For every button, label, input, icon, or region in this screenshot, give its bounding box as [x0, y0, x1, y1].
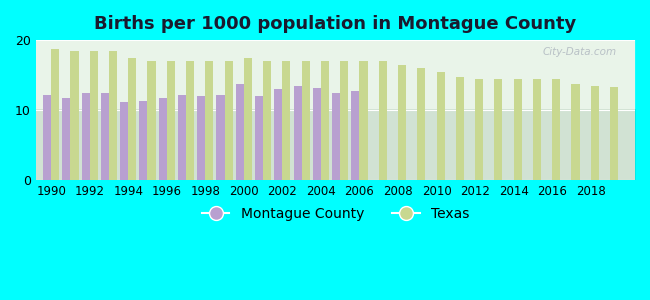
Bar — [274, 89, 282, 180]
Bar — [294, 85, 302, 180]
Bar — [109, 51, 117, 180]
Bar — [90, 51, 97, 180]
Bar — [197, 96, 205, 180]
Bar — [321, 61, 329, 180]
Bar — [216, 95, 224, 180]
Bar — [178, 95, 186, 180]
Bar — [186, 61, 194, 180]
Bar — [437, 72, 445, 180]
Bar — [332, 93, 340, 180]
Bar — [514, 79, 522, 180]
Bar — [101, 93, 109, 180]
Bar — [475, 79, 483, 180]
Bar — [70, 51, 79, 180]
Bar — [244, 58, 252, 180]
Bar — [255, 96, 263, 180]
Bar — [159, 98, 167, 180]
Bar — [205, 61, 213, 180]
Bar — [224, 61, 233, 180]
Bar — [340, 61, 348, 180]
Text: City-Data.com: City-Data.com — [543, 47, 617, 57]
Bar — [571, 83, 580, 180]
Bar — [263, 61, 271, 180]
Bar — [352, 91, 359, 180]
Bar — [148, 61, 155, 180]
Bar — [139, 101, 148, 180]
Bar — [610, 87, 618, 180]
Bar — [417, 68, 425, 180]
Bar — [236, 83, 244, 180]
Bar — [398, 64, 406, 180]
Bar — [533, 79, 541, 180]
Bar — [128, 58, 136, 180]
Bar — [379, 61, 387, 180]
Bar — [82, 93, 90, 180]
Bar — [120, 102, 128, 180]
Bar — [313, 88, 321, 180]
Bar — [302, 61, 310, 180]
Bar — [359, 61, 367, 180]
Bar — [495, 79, 502, 180]
Title: Births per 1000 population in Montague County: Births per 1000 population in Montague C… — [94, 15, 577, 33]
Bar — [43, 95, 51, 180]
Bar — [51, 49, 59, 180]
Legend: Montague County, Texas: Montague County, Texas — [196, 201, 474, 226]
Bar — [282, 61, 291, 180]
Bar — [167, 61, 175, 180]
Bar — [456, 76, 464, 180]
Bar — [62, 98, 70, 180]
Bar — [552, 79, 560, 180]
Bar — [591, 85, 599, 180]
